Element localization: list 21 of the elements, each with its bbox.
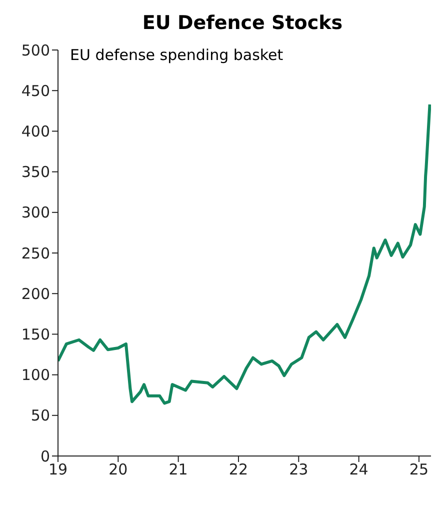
x-tick-label: 20 [108,460,128,479]
y-tick-label: 250 [21,244,50,262]
y-tick-label: 50 [30,406,50,425]
line-series [58,102,431,405]
x-tick-label: 22 [228,460,248,479]
y-tick-label: 300 [21,204,50,222]
y-tick-label: 100 [21,366,50,384]
y-tick-label: 150 [21,326,50,344]
x-tick-label: 24 [349,460,368,479]
y-tick-label: 400 [21,122,50,141]
x-tick-label: 23 [289,460,308,479]
chart-title: EU Defence Stocks [141,11,344,36]
x-tick-label: 21 [168,460,188,479]
y-tick-label: 350 [21,163,50,182]
y-tick-label: 500 [21,41,50,60]
chart-subtitle: EU defense spending basket [70,46,284,64]
x-tick-label: 25 [409,460,429,479]
y-tick-label: 0 [40,447,50,466]
y-tick-label: 450 [21,82,50,100]
x-tick-label: 19 [48,460,68,479]
y-tick-label: 200 [21,284,50,303]
